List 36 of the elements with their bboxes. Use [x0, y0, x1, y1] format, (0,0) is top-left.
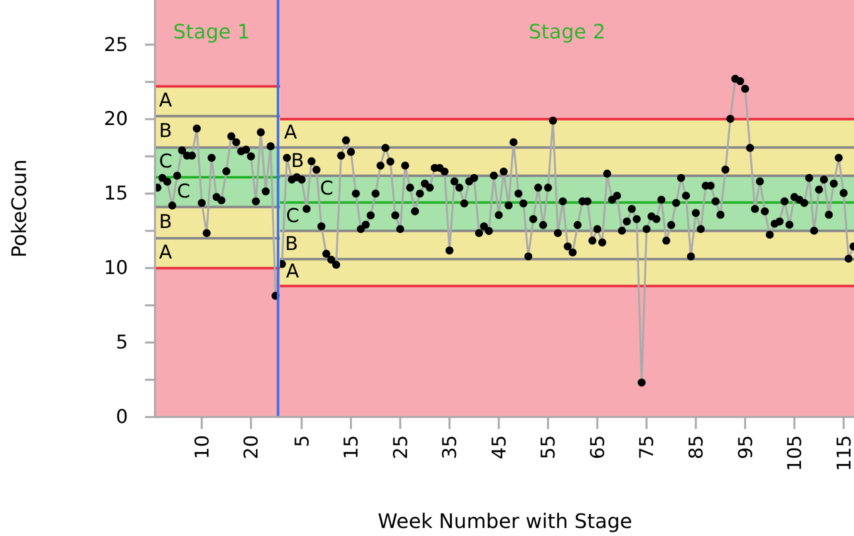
band-label: B — [159, 210, 172, 233]
y-tick-label: 15 — [104, 182, 128, 205]
band-label: C — [320, 177, 334, 200]
x-tick-label: 35 — [439, 435, 462, 460]
band-label: A — [159, 89, 172, 112]
y-tick-label: 25 — [104, 34, 128, 56]
x-tick-label: 25 — [390, 435, 412, 460]
band-label: C — [159, 150, 172, 173]
x-tick-label: 10 — [191, 435, 214, 460]
band-label: B — [291, 150, 304, 172]
x-tick-label: 105 — [784, 435, 806, 472]
annotation: Stage 1 — [173, 19, 250, 44]
y-tick-label: 10 — [104, 257, 128, 280]
x-tick-label: 115 — [833, 435, 854, 472]
x-tick-label: 85 — [685, 435, 708, 460]
x-tick-label: 95 — [734, 435, 757, 460]
x-tick-label: 75 — [636, 435, 658, 460]
x-tick-label: 45 — [488, 435, 510, 460]
x-tick-label: 55 — [538, 435, 560, 460]
band-label: B — [285, 233, 298, 256]
band-label: C — [286, 204, 300, 227]
annotation: Stage 2 — [528, 19, 606, 44]
y-axis-title: PokeCoun — [7, 159, 31, 258]
band-label: A — [286, 260, 299, 283]
y-tick-label: 0 — [116, 406, 128, 428]
x-tick-label: 5 — [291, 435, 314, 448]
y-tick-label: 5 — [116, 332, 128, 354]
x-axis-title: Week Number with Stage — [378, 509, 632, 533]
x-tick-label: 65 — [586, 435, 609, 460]
band-label: B — [159, 120, 172, 142]
band-label: C — [177, 180, 190, 202]
y-tick-label: 20 — [104, 108, 128, 130]
x-tick-label: 20 — [240, 435, 263, 460]
x-tick-label: 15 — [340, 435, 363, 460]
band-label: A — [284, 121, 297, 144]
band-label: A — [159, 241, 172, 264]
